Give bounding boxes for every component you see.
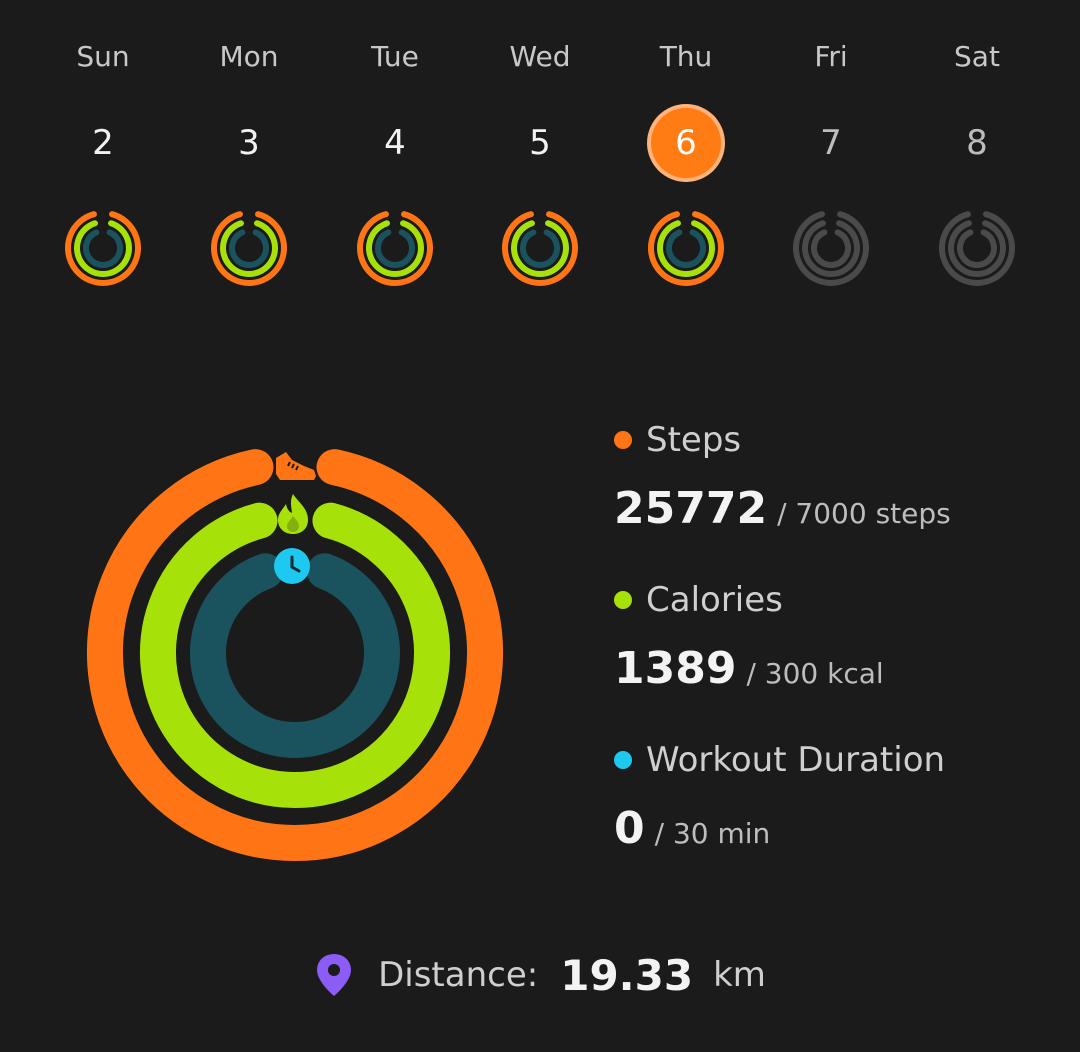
mini-workout-ring	[229, 229, 269, 268]
location-pin-icon	[317, 954, 352, 996]
mini-steps-ring	[939, 211, 1015, 286]
day-date[interactable]: 4	[384, 123, 406, 163]
distance-value: 19.33	[560, 950, 694, 1000]
mini-steps-ring	[648, 211, 724, 286]
mini-workout-ring	[520, 229, 560, 268]
week-strip: Sun 2 Mon 3 Tue 4 Wed 5 Thu 6 Fri 7 Sat …	[0, 0, 1080, 300]
mini-rings[interactable]	[355, 208, 435, 288]
day-name: Sun	[76, 40, 130, 73]
calories-goal: / 300 kcal	[746, 657, 884, 690]
distance-label: Distance:	[378, 955, 539, 995]
shoe-icon	[276, 452, 316, 480]
day-mon[interactable]: Mon 3	[176, 0, 322, 300]
calories-metric[interactable]: Calories 1389 / 300 kcal	[614, 575, 1054, 735]
mini-workout-ring	[811, 229, 851, 268]
workout-dot	[614, 751, 632, 769]
clock-icon	[274, 548, 310, 584]
steps-value: 25772	[614, 483, 768, 534]
mini-steps-ring	[211, 211, 287, 286]
day-name: Mon	[219, 40, 279, 73]
mini-workout-ring	[957, 229, 997, 268]
mini-steps-ring	[65, 211, 141, 286]
day-thu[interactable]: Thu 6	[613, 0, 759, 300]
calories-dot	[614, 591, 632, 609]
metrics-panel: Steps 25772 / 7000 steps Calories 1389 /…	[614, 415, 1054, 895]
mini-workout-ring	[83, 229, 123, 268]
mini-calories-ring	[220, 220, 278, 277]
day-date[interactable]: 7	[820, 123, 842, 163]
workout-label: Workout Duration	[646, 740, 946, 780]
workout-metric[interactable]: Workout Duration 0 / 30 min	[614, 735, 1054, 895]
mini-rings[interactable]	[646, 208, 726, 288]
day-tue[interactable]: Tue 4	[322, 0, 468, 300]
day-name: Sat	[954, 40, 1000, 73]
day-date[interactable]: 5	[529, 123, 551, 163]
mini-calories-ring	[948, 220, 1006, 277]
day-wed[interactable]: Wed 5	[467, 0, 613, 300]
mini-rings[interactable]	[500, 208, 580, 288]
day-date-selected[interactable]: 6	[651, 108, 721, 178]
mini-calories-ring	[802, 220, 860, 277]
day-name: Wed	[509, 40, 571, 73]
distance-unit: km	[713, 955, 766, 995]
mini-calories-ring	[366, 220, 424, 277]
workout-ring	[190, 553, 400, 758]
day-name: Fri	[814, 40, 848, 73]
day-date[interactable]: 3	[238, 123, 260, 163]
distance-row[interactable]: Distance: 19.33 km	[0, 940, 1080, 1010]
mini-calories-ring	[657, 220, 715, 277]
day-fri[interactable]: Fri 7	[758, 0, 904, 300]
calories-ring	[140, 502, 450, 808]
mini-steps-ring	[793, 211, 869, 286]
mini-rings[interactable]	[209, 208, 289, 288]
mini-rings[interactable]	[791, 208, 871, 288]
mini-calories-ring	[74, 220, 132, 277]
steps-goal: / 7000 steps	[777, 497, 951, 530]
day-sun[interactable]: Sun 2	[30, 0, 176, 300]
mini-rings[interactable]	[63, 208, 143, 288]
day-name: Tue	[371, 40, 419, 73]
flame-icon	[278, 494, 308, 534]
workout-value: 0	[614, 803, 645, 854]
steps-label: Steps	[646, 420, 742, 460]
day-sat[interactable]: Sat 8	[904, 0, 1050, 300]
day-date[interactable]: 8	[966, 123, 988, 163]
steps-dot	[614, 431, 632, 449]
activity-rings	[87, 449, 503, 861]
steps-ring	[87, 449, 503, 861]
workout-goal: / 30 min	[654, 817, 771, 850]
mini-workout-ring	[375, 229, 415, 268]
mini-workout-ring	[666, 229, 706, 268]
day-name: Thu	[659, 40, 713, 73]
calories-value: 1389	[614, 643, 737, 694]
calories-label: Calories	[646, 580, 783, 620]
day-date[interactable]: 2	[92, 123, 114, 163]
mini-rings[interactable]	[937, 208, 1017, 288]
mini-steps-ring	[502, 211, 578, 286]
mini-calories-ring	[511, 220, 569, 277]
mini-steps-ring	[357, 211, 433, 286]
steps-metric[interactable]: Steps 25772 / 7000 steps	[614, 415, 1054, 575]
